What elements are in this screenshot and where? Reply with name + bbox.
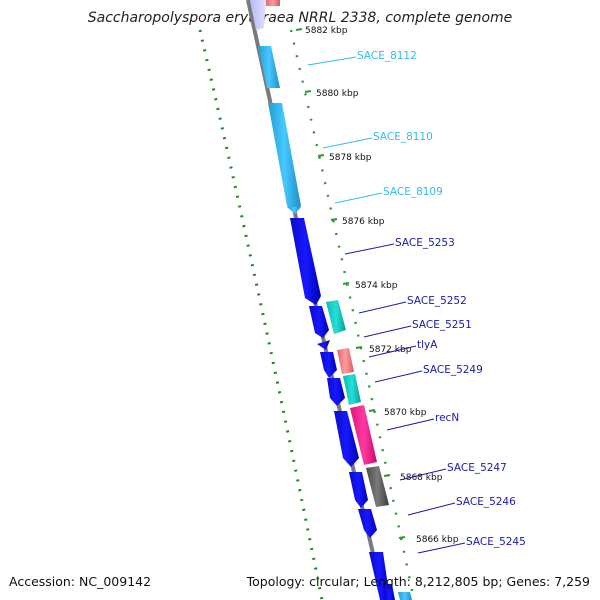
map-title: Saccharopolyspora erythraea NRRL 2338, c… <box>87 10 513 26</box>
gene-label-sace-5247[interactable]: SACE_5247 <box>447 462 507 474</box>
gene-label-sace-5251[interactable]: SACE_5251 <box>412 319 472 331</box>
gene-sace-8109-arrow[interactable] <box>287 207 301 214</box>
tick-label-5866: 5866 kbp <box>416 535 459 545</box>
gene-partial-top-left <box>250 0 266 30</box>
gene-sace-8112[interactable] <box>258 46 280 88</box>
gene-label-tlya[interactable]: tlyA <box>417 339 438 351</box>
topology-summary: Topology: circular; Length: 8,212,805 bp… <box>246 574 590 589</box>
gene-label-sace-8109[interactable]: SACE_8109 <box>383 186 443 198</box>
tick-ring <box>289 29 416 600</box>
tick-label-5880: 5880 kbp <box>316 89 359 99</box>
tick-label-5872: 5872 kbp <box>369 345 412 355</box>
gc-dotted-ring <box>198 29 324 600</box>
accession-text: Accession: NC_009142 <box>9 574 152 589</box>
gene-outer-teal-2[interactable] <box>343 374 361 405</box>
tick-label-5870: 5870 kbp <box>384 408 427 418</box>
gene-partial-bottom <box>384 584 395 600</box>
gene-outer-teal-1[interactable] <box>326 300 346 334</box>
gene-label-sace-5249[interactable]: SACE_5249 <box>423 364 483 376</box>
gene-tlya[interactable] <box>320 352 337 378</box>
gene-label-sace-5252[interactable]: SACE_5252 <box>407 295 467 307</box>
gene-outer-gray[interactable] <box>366 466 389 507</box>
gene-outer-salmon[interactable] <box>337 348 354 374</box>
label-leaders <box>307 56 466 554</box>
gene-label-sace-5253[interactable]: SACE_5253 <box>395 237 455 249</box>
gene-sace-5249[interactable] <box>327 378 345 406</box>
gene-label-sace-5245[interactable]: SACE_5245 <box>466 536 526 548</box>
tick-label-5874: 5874 kbp <box>355 281 398 291</box>
gene-partial-top-salmon <box>266 0 280 6</box>
gene-recn[interactable] <box>334 411 359 467</box>
gene-sace-5246[interactable] <box>358 509 377 538</box>
tick-marks <box>295 28 406 539</box>
tick-label-5876: 5876 kbp <box>342 217 385 227</box>
tick-label-5868: 5868 kbp <box>400 473 443 483</box>
tick-label-5878: 5878 kbp <box>329 153 372 163</box>
gene-sace-8110[interactable] <box>268 103 301 212</box>
gene-outer-pink[interactable] <box>350 405 377 465</box>
gene-label-sace-8110[interactable]: SACE_8110 <box>373 131 433 143</box>
gene-label-sace-8112[interactable]: SACE_8112 <box>357 50 417 62</box>
gene-sace-5251[interactable] <box>317 340 330 350</box>
gene-label-sace-5246[interactable]: SACE_5246 <box>456 496 516 508</box>
gene-sace-5252[interactable] <box>309 306 329 338</box>
gene-sace-5253[interactable] <box>290 218 321 305</box>
gene-sace-5247[interactable] <box>349 472 368 508</box>
gene-label-recn[interactable]: recN <box>435 412 459 424</box>
tick-label-5882: 5882 kbp <box>305 26 348 36</box>
gene-outer-lightblue-bottom <box>398 592 412 600</box>
